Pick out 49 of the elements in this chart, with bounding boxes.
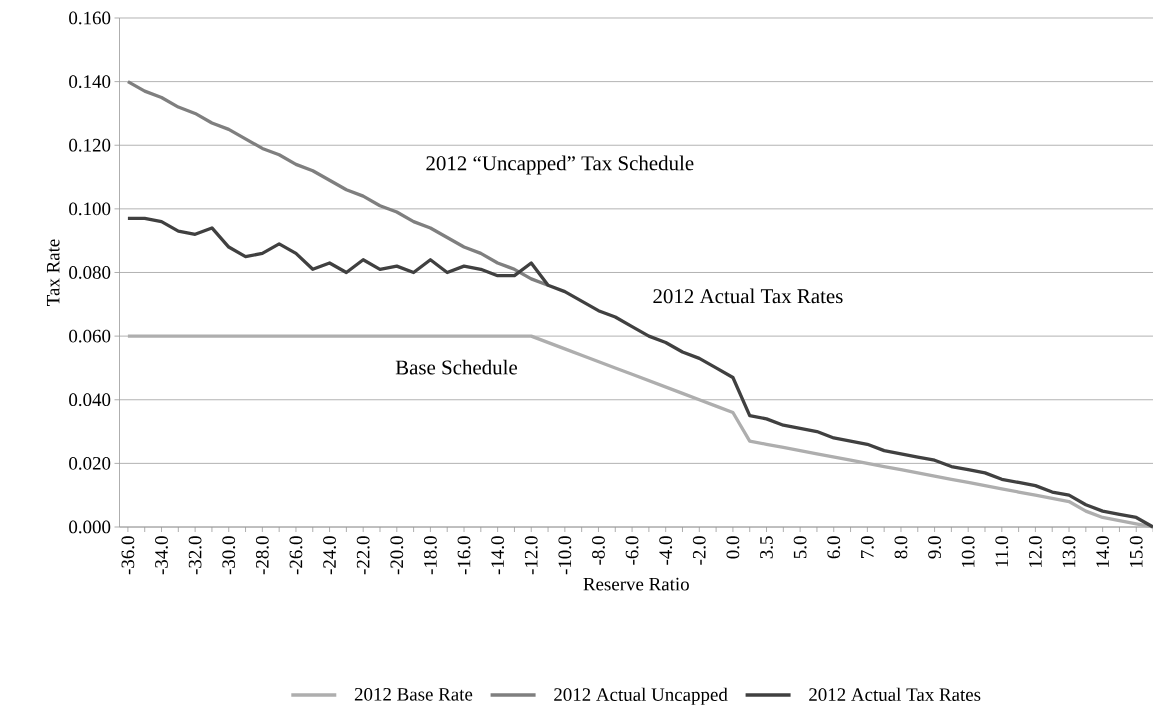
x-tick-label: -2.0 <box>692 536 706 565</box>
y-tick-label: 0.100 <box>69 202 111 216</box>
legend-label: 2012 Base Rate <box>354 687 473 701</box>
annotation: Base Schedule <box>395 359 518 375</box>
x-tick-label: -14.0 <box>491 536 505 575</box>
x-tick-label: -4.0 <box>659 536 673 565</box>
x-tick-label: -10.0 <box>558 536 572 575</box>
y-tick-label: 0.020 <box>69 456 111 470</box>
y-tick-label: 0.060 <box>69 329 111 343</box>
x-tick-label: -36.0 <box>121 536 135 575</box>
y-tick-label: 0.080 <box>69 266 111 279</box>
annotation: 2012 Actual Tax Rates <box>653 288 843 304</box>
legend-label: 2012 Actual Tax Rates <box>809 687 981 701</box>
x-tick-label: 11.0 <box>995 536 1009 567</box>
x-tick-label: -34.0 <box>155 536 168 575</box>
x-tick-label: -24.0 <box>323 536 336 575</box>
x-tick-label: -18.0 <box>423 536 437 575</box>
x-axis-title: Reserve Ratio <box>583 577 689 591</box>
x-tick-label: -12.0 <box>524 536 538 575</box>
x-tick-label: 7.0 <box>860 536 874 558</box>
x-tick-label: 6.0 <box>827 536 841 559</box>
line-series <box>126 216 1153 529</box>
annotation: 2012 “Uncapped” Tax Schedule <box>426 155 694 175</box>
y-tick-label: 0.160 <box>69 11 111 25</box>
x-tick-label: -16.0 <box>457 536 471 575</box>
x-tick-label: 14.0 <box>1096 536 1110 567</box>
x-tick-label: 5.0 <box>793 536 807 559</box>
x-tick-label: -20.0 <box>390 536 404 575</box>
x-tick-label: -22.0 <box>356 536 370 575</box>
x-tick-label: 10.0 <box>961 536 975 567</box>
y-tick-label: 0.120 <box>69 138 111 152</box>
x-tick-label: -26.0 <box>289 536 303 575</box>
y-axis-title: Tax Rate <box>46 239 60 306</box>
y-tick-label: 0.040 <box>69 393 111 407</box>
x-tick-label: -8.0 <box>592 536 605 565</box>
x-tick-label: 3.5 <box>760 536 773 559</box>
x-tick-label: -32.0 <box>188 536 202 575</box>
x-tick-label: 9.0 <box>928 536 942 559</box>
legend-label: 2012 Actual Uncapped <box>554 687 728 705</box>
x-tick-label: 0.0 <box>726 536 740 559</box>
x-tick-label: 15.0 <box>1129 536 1143 567</box>
x-tick-label: -28.0 <box>255 536 269 575</box>
y-tick-label: 0.140 <box>69 75 111 89</box>
x-tick-label: 13.0 <box>1062 536 1076 567</box>
y-tick-label: 0.000 <box>69 520 111 534</box>
x-tick-label: 12.0 <box>1029 536 1042 567</box>
x-tick-label: -6.0 <box>625 536 639 565</box>
x-tick-label: 8.0 <box>894 536 908 559</box>
x-tick-label: -30.0 <box>222 536 236 575</box>
